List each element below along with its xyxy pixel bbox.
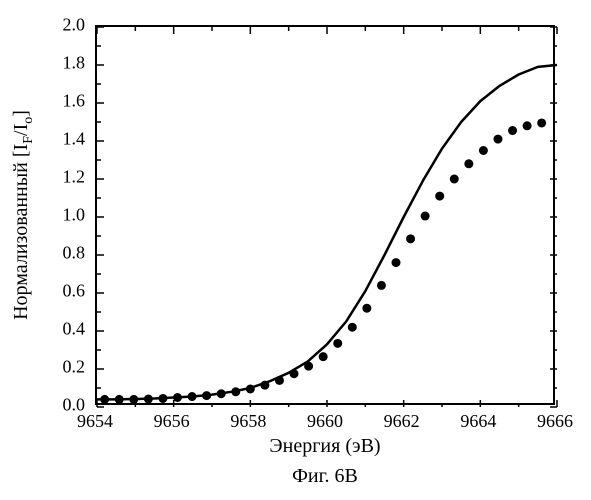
scatter-point xyxy=(523,121,532,130)
x-tick-label: 9666 xyxy=(537,411,573,432)
y-tick-label: 1.0 xyxy=(49,205,85,226)
scatter-point xyxy=(115,395,124,404)
scatter-point xyxy=(464,159,473,168)
scatter-point xyxy=(421,212,430,221)
scatter-point xyxy=(508,126,517,135)
scatter-point xyxy=(537,118,546,127)
scatter-point xyxy=(304,362,313,371)
y-tick-label: 1.8 xyxy=(49,53,85,74)
ylabel-mid: /I xyxy=(10,124,32,136)
y-tick-label: 1.2 xyxy=(49,167,85,188)
chart-svg xyxy=(97,27,557,407)
scatter-point xyxy=(217,389,226,398)
scatter-point xyxy=(493,135,502,144)
scatter-point xyxy=(129,395,138,404)
figure-container: 0.00.20.40.60.81.01.21.41.61.82.0 965496… xyxy=(0,0,591,500)
scatter-point xyxy=(260,381,269,390)
scatter-point xyxy=(100,395,109,404)
scatter-point xyxy=(348,323,357,332)
scatter-point xyxy=(435,192,444,201)
ylabel-sub1: F xyxy=(21,136,36,144)
scatter-point xyxy=(202,391,211,400)
y-tick-label: 2.0 xyxy=(49,15,85,36)
scatter-point xyxy=(290,369,299,378)
scatter-point xyxy=(479,146,488,155)
scatter-point xyxy=(377,281,386,290)
y-tick-label: 0.6 xyxy=(49,281,85,302)
scatter-point xyxy=(144,395,153,404)
y-axis-label: Нормализованный [IF/Io] xyxy=(10,110,33,320)
y-tick-label: 0.8 xyxy=(49,243,85,264)
scatter-point xyxy=(450,175,459,184)
scatter-point xyxy=(362,304,371,313)
scatter-point xyxy=(406,234,415,243)
y-tick-label: 1.6 xyxy=(49,91,85,112)
y-tick-label: 0.2 xyxy=(49,357,85,378)
x-tick-label: 9654 xyxy=(77,411,113,432)
scatter-point xyxy=(158,394,167,403)
scatter-point xyxy=(319,352,328,361)
line-series xyxy=(97,65,557,399)
scatter-point xyxy=(333,339,342,348)
ylabel-text: Нормализованный [I xyxy=(10,144,32,320)
x-tick-label: 9658 xyxy=(230,411,266,432)
ylabel-suffix: ] xyxy=(10,110,32,117)
scatter-point xyxy=(173,393,182,402)
figure-caption: Фиг. 6B xyxy=(292,465,358,488)
ylabel-sub2: o xyxy=(21,117,36,124)
scatter-point xyxy=(246,384,255,393)
x-tick-label: 9660 xyxy=(307,411,343,432)
scatter-point xyxy=(275,376,284,385)
x-tick-label: 9656 xyxy=(154,411,190,432)
y-tick-label: 1.4 xyxy=(49,129,85,150)
x-tick-label: 9664 xyxy=(460,411,496,432)
scatter-point xyxy=(392,258,401,267)
x-tick-label: 9662 xyxy=(384,411,420,432)
scatter-point xyxy=(231,387,240,396)
plot-area xyxy=(95,25,555,405)
scatter-point xyxy=(188,392,197,401)
x-axis-label: Энергия (эВ) xyxy=(269,435,380,458)
y-tick-label: 0.4 xyxy=(49,319,85,340)
